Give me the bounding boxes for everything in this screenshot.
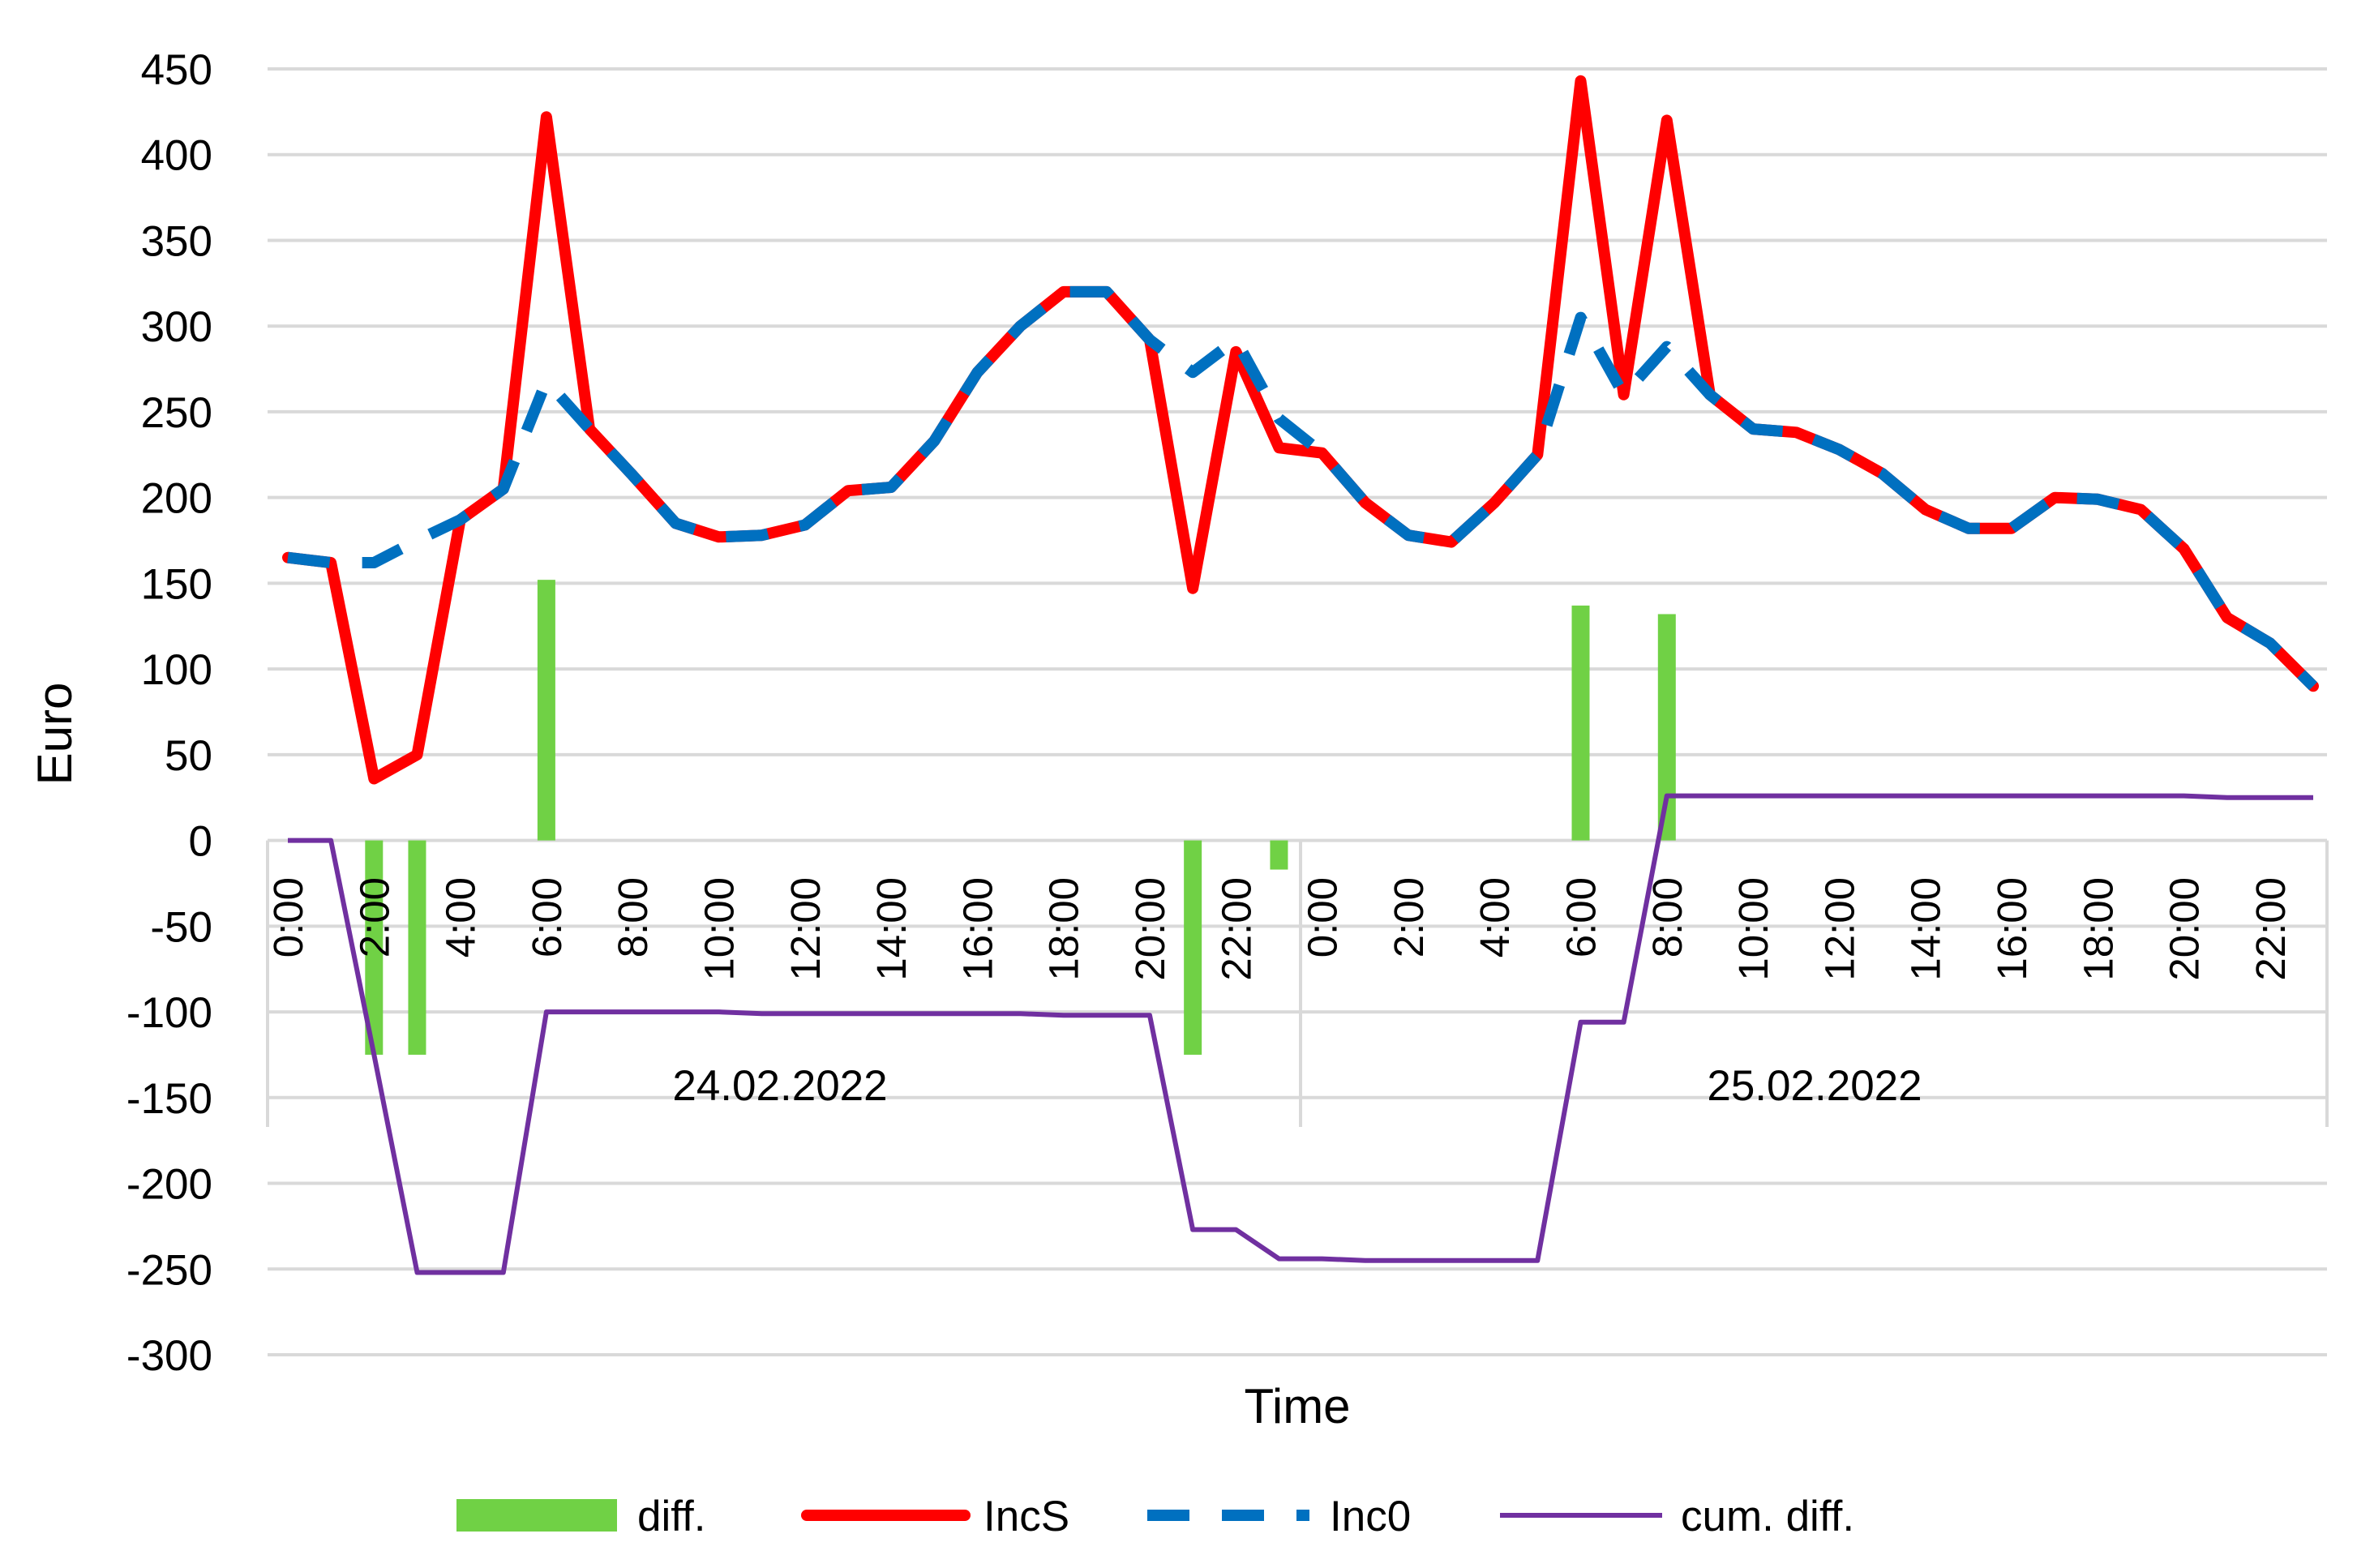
- y-tick-label: 0: [189, 818, 212, 866]
- x-tick-label: 22:00: [1213, 877, 1259, 981]
- x-tick-label: 10:00: [1730, 877, 1776, 981]
- x-tick-label: 22:00: [2248, 877, 2294, 981]
- diff-bar: [1657, 614, 1676, 841]
- x-tick-label: 16:00: [954, 877, 1001, 981]
- y-tick-label: 50: [165, 732, 212, 780]
- y-axis-title: Euro: [28, 683, 82, 786]
- y-tick-label: -100: [126, 989, 212, 1037]
- y-tick-label: -50: [150, 903, 212, 951]
- x-tick-label: 2:00: [351, 877, 397, 958]
- diff-bar: [408, 840, 426, 1055]
- x-tick-label: 8:00: [1644, 877, 1691, 958]
- y-tick-label: 100: [141, 646, 212, 694]
- legend-swatch-diff: [456, 1499, 617, 1532]
- y-tick-label: 350: [141, 217, 212, 265]
- cum-diff-line: [288, 793, 2313, 1275]
- x-tick-label: 20:00: [2162, 877, 2208, 981]
- y-tick-label: -250: [126, 1246, 212, 1294]
- diff-bar: [537, 580, 555, 841]
- x-tick-label: 6:00: [524, 877, 570, 958]
- x-tick-label: 0:00: [265, 877, 311, 958]
- y-tick-labels: 450 400 350 300 250 200 150 100 50 0 -50 -100 -150 -2…: [126, 46, 212, 1380]
- y-tick-label: -300: [126, 1332, 212, 1380]
- inc0-line: [287, 285, 2317, 691]
- y-tick-label: 200: [141, 475, 212, 523]
- y-tick-label: 250: [141, 389, 212, 437]
- x-axis: [266, 838, 2329, 1127]
- diff-bars: [365, 580, 1676, 1055]
- y-tick-label: 300: [141, 303, 212, 351]
- diff-bar: [1571, 605, 1590, 841]
- x-tick-label: 4:00: [1472, 877, 1518, 958]
- x-tick-label: 12:00: [1816, 877, 1862, 981]
- legend-label-cumdiff: cum. diff.: [1681, 1493, 1854, 1540]
- x-tick-label: 18:00: [2075, 877, 2121, 981]
- date-label-day2: 25.02.2022: [1707, 1062, 1922, 1110]
- diff-bar: [1184, 840, 1202, 1055]
- series-lines: [282, 75, 2319, 1275]
- date-label-day1: 24.02.2022: [672, 1062, 887, 1110]
- legend-label-diff: diff.: [637, 1493, 705, 1540]
- x-tick-label: 12:00: [782, 877, 829, 981]
- x-tick-label: 8:00: [610, 877, 656, 958]
- y-tick-label: 450: [141, 46, 212, 94]
- x-tick-label: 14:00: [1903, 877, 1949, 981]
- x-tick-label: 18:00: [1041, 877, 1087, 981]
- legend-label-inc0: Inc0: [1330, 1493, 1411, 1540]
- x-tick-label: 16:00: [1989, 877, 2035, 981]
- legend: diff. IncS Inc0 cum. diff.: [456, 1493, 1854, 1540]
- y-tick-label: -200: [126, 1161, 212, 1209]
- x-tick-label: 14:00: [868, 877, 915, 981]
- gridlines: [268, 67, 2327, 1356]
- diff-bar: [1270, 840, 1288, 870]
- x-axis-title: Time: [1244, 1379, 1350, 1433]
- y-tick-label: 150: [141, 560, 212, 608]
- y-tick-label: 400: [141, 132, 212, 180]
- x-tick-label: 0:00: [1300, 877, 1346, 958]
- x-tick-label: 4:00: [438, 877, 484, 958]
- x-tick-label: 10:00: [696, 877, 743, 981]
- x-tick-label: 2:00: [1386, 877, 1432, 958]
- x-tick-label: 6:00: [1558, 877, 1605, 958]
- y-tick-label: -150: [126, 1075, 212, 1123]
- x-tick-labels: 0:00 2:00 4:00 6:00 8:00 10:00 12:00 14:00 16:00…: [265, 877, 2294, 981]
- x-tick-label: 20:00: [1127, 877, 1173, 981]
- legend-label-incs: IncS: [984, 1493, 1069, 1540]
- diff-bar: [365, 840, 384, 1055]
